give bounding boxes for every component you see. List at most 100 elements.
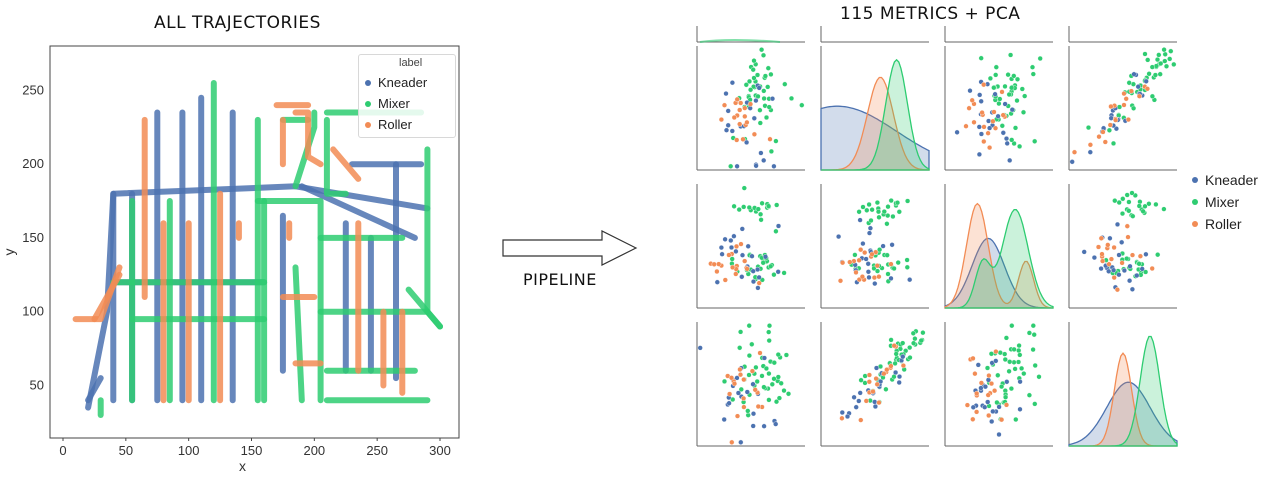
density-curve [821, 58, 930, 171]
scatter-point [750, 381, 756, 387]
scatter-point [746, 78, 753, 85]
scatter-point [871, 275, 878, 281]
scatter-point [1014, 97, 1020, 104]
scatter-point [1098, 235, 1104, 241]
x-tick-label: 300 [429, 443, 451, 458]
scatter-point [750, 268, 756, 274]
scatter-point [734, 137, 740, 143]
scatter-point [885, 271, 891, 277]
scatter-point [1143, 251, 1149, 257]
legend-label-mixer: Mixer [378, 96, 410, 111]
scatter-point [755, 403, 761, 410]
scatter-point [768, 148, 775, 155]
legend-label-kneader: Kneader [378, 75, 428, 90]
scatter-point [741, 185, 747, 191]
scatter-point [847, 259, 853, 265]
scatter-point [865, 261, 871, 267]
scatter-point [989, 418, 995, 425]
pairplot-cell [1068, 322, 1178, 447]
scatter-point [714, 268, 720, 275]
scatter-point [993, 72, 999, 78]
scatter-point [866, 201, 872, 208]
scatter-point [1006, 368, 1012, 374]
scatter-point [1022, 93, 1028, 99]
scatter-point [778, 380, 784, 386]
scatter-point [866, 274, 872, 281]
scatter-point [728, 163, 734, 169]
y-tick-label: 200 [22, 156, 44, 171]
scatter-point [1119, 239, 1125, 245]
scatter-point [889, 242, 895, 248]
scatter-point [1037, 55, 1043, 62]
scatter-point [987, 75, 994, 82]
scatter-point [970, 355, 976, 362]
scatter-point [1149, 64, 1155, 70]
scatter-point [1106, 261, 1112, 267]
scatter-point [995, 372, 1001, 378]
x-tick-label: 250 [366, 443, 388, 458]
scatter-point [775, 269, 781, 275]
scatter-point [1030, 323, 1036, 329]
scatter-point [733, 243, 740, 250]
y-tick-label: 50 [30, 377, 44, 392]
y-tick-label: 250 [22, 82, 44, 97]
scatter-point [857, 217, 863, 223]
scatter-point [1008, 52, 1014, 58]
trajectory-path [323, 116, 349, 197]
density-curve [1069, 335, 1178, 447]
scatter-point [1000, 112, 1006, 118]
scatter-point [754, 378, 760, 385]
cropped-density-curve [699, 39, 781, 43]
scatter-point [1105, 242, 1111, 248]
scatter-point [725, 122, 731, 128]
scatter-point [739, 274, 745, 280]
scatter-point [905, 198, 911, 204]
scatter-point [991, 85, 997, 91]
pair-legend-label-roller: Roller [1205, 216, 1242, 232]
scatter-point [1111, 244, 1117, 251]
scatter-point [766, 397, 772, 403]
mixer-marker-icon [1192, 199, 1198, 206]
scatter-point [783, 352, 790, 358]
scatter-point [1081, 249, 1087, 255]
scatter-point [888, 275, 894, 282]
scatter-point [722, 277, 728, 283]
scatter-point [1098, 266, 1104, 272]
scatter-point [745, 408, 751, 414]
scatter-point [1110, 140, 1117, 147]
scatter-point [985, 392, 991, 398]
x-axis-label: x [239, 458, 246, 474]
scatter-point [744, 266, 750, 272]
trajectory-path [85, 375, 104, 404]
scatter-point [1129, 286, 1136, 292]
scatter-point [1011, 140, 1017, 147]
scatter-point [978, 385, 984, 391]
scatter-point [753, 97, 759, 104]
scatter-point [733, 271, 739, 277]
scatter-point [757, 107, 763, 113]
scatter-point [742, 258, 748, 264]
scatter-point [963, 123, 969, 129]
scatter-point [1121, 102, 1127, 108]
scatter-point [875, 209, 882, 215]
scatter-point [1017, 406, 1023, 412]
scatter-point [1017, 352, 1023, 358]
scatter-point [969, 97, 975, 103]
scatter-point [740, 136, 746, 142]
scatter-point [755, 206, 761, 212]
scatter-point [844, 413, 851, 420]
scatter-point [744, 389, 750, 395]
scatter-point [1134, 272, 1140, 279]
scatter-point [970, 404, 976, 410]
scatter-point [744, 119, 750, 126]
scatter-point [1124, 192, 1130, 198]
scatter-point [1008, 386, 1015, 392]
scatter-point [907, 345, 913, 351]
scatter-point [799, 102, 805, 108]
scatter-point [747, 101, 754, 107]
scatter-point [853, 269, 859, 276]
scatter-point [1157, 71, 1163, 77]
scatter-point [737, 372, 744, 378]
scatter-point [773, 228, 779, 234]
scatter-point [858, 377, 864, 383]
